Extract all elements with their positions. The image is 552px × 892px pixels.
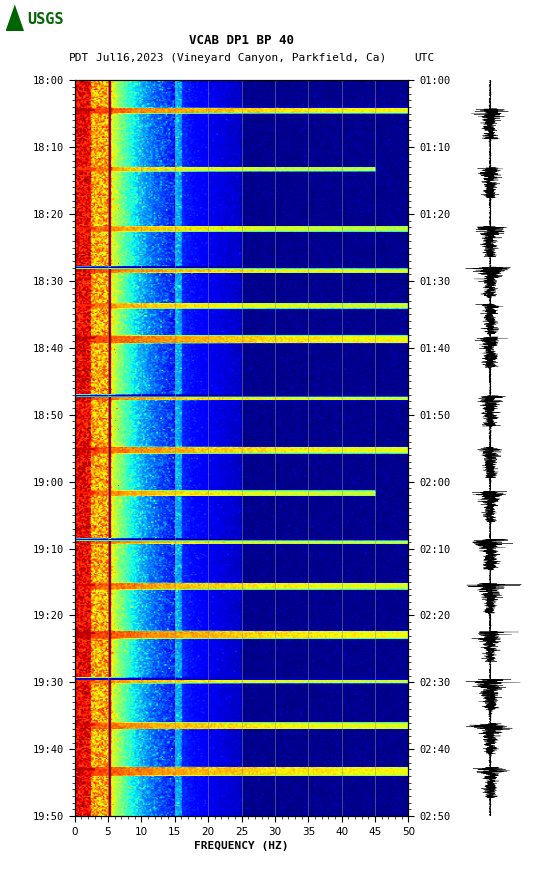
Text: UTC: UTC — [414, 53, 434, 63]
X-axis label: FREQUENCY (HZ): FREQUENCY (HZ) — [194, 841, 289, 851]
Polygon shape — [6, 4, 24, 31]
Text: USGS: USGS — [27, 12, 63, 28]
Text: PDT: PDT — [69, 53, 89, 63]
Text: Jul16,2023 (Vineyard Canyon, Parkfield, Ca): Jul16,2023 (Vineyard Canyon, Parkfield, … — [97, 53, 386, 63]
Text: VCAB DP1 BP 40: VCAB DP1 BP 40 — [189, 34, 294, 46]
